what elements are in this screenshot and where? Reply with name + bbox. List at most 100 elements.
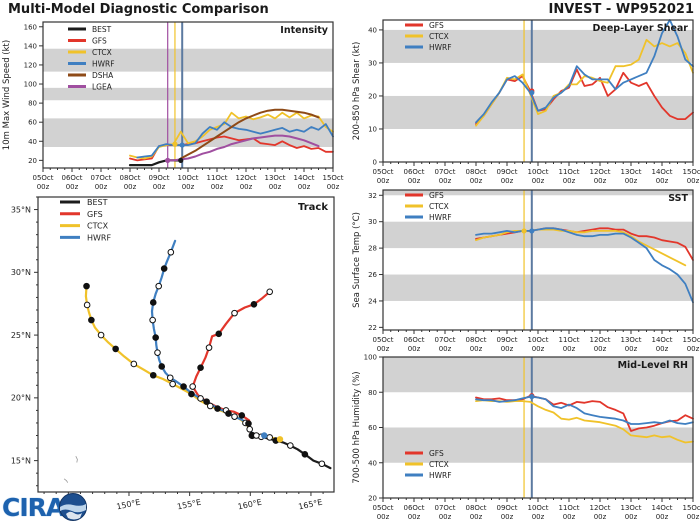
svg-text:12Oct: 12Oct [235,174,256,182]
svg-text:SST: SST [668,193,688,204]
svg-text:05Oct: 05Oct [372,168,393,176]
svg-text:00z: 00z [327,183,340,191]
svg-text:0: 0 [373,159,377,167]
svg-text:HWRF: HWRF [429,213,452,222]
svg-text:09Oct: 09Oct [496,336,517,344]
svg-text:CTCX: CTCX [87,222,109,231]
svg-text:14Oct: 14Oct [651,336,672,344]
svg-text:00z: 00z [240,183,253,191]
storm-id-title: INVEST - WP952021 [548,2,694,17]
svg-text:40: 40 [368,26,377,34]
svg-text:00z: 00z [470,345,483,353]
svg-text:09Oct: 09Oct [496,504,517,512]
svg-text:15Oct: 15Oct [682,336,700,344]
svg-text:20: 20 [28,157,37,165]
svg-text:07Oct: 07Oct [434,336,455,344]
svg-text:11Oct: 11Oct [558,504,579,512]
svg-text:155°E: 155°E [176,498,202,512]
svg-text:00z: 00z [377,345,390,353]
svg-text:00z: 00z [687,177,700,185]
svg-text:00z: 00z [211,183,224,191]
svg-text:00z: 00z [408,177,421,185]
svg-text:12Oct: 12Oct [589,168,610,176]
svg-text:CTCX: CTCX [92,48,112,57]
svg-text:GFS: GFS [429,191,444,200]
svg-text:15Oct: 15Oct [682,504,700,512]
svg-text:11Oct: 11Oct [206,174,227,182]
svg-text:08Oct: 08Oct [119,174,140,182]
svg-text:Deep-Layer Shear: Deep-Layer Shear [593,23,689,34]
svg-text:05Oct: 05Oct [372,336,393,344]
svg-text:00z: 00z [687,513,700,521]
svg-text:00z: 00z [408,345,421,353]
svg-text:00z: 00z [656,177,669,185]
svg-text:80: 80 [28,100,37,108]
svg-text:05Oct: 05Oct [372,504,393,512]
svg-text:GFS: GFS [92,36,107,45]
svg-text:160: 160 [24,23,37,31]
svg-text:80: 80 [368,389,377,397]
svg-text:00z: 00z [377,513,390,521]
svg-text:BEST: BEST [92,25,112,34]
svg-text:09Oct: 09Oct [496,168,517,176]
svg-text:05Oct: 05Oct [32,174,53,182]
svg-text:60: 60 [368,424,377,432]
cira-logo: CIRA [2,492,88,522]
svg-text:GFS: GFS [429,449,444,458]
svg-text:HWRF: HWRF [92,59,115,68]
svg-text:10Oct: 10Oct [527,336,548,344]
svg-text:00z: 00z [532,513,545,521]
svg-text:00z: 00z [439,513,452,521]
deep-layer-shear-panel: 01020304005Oct00z06Oct00z07Oct00z08Oct00… [352,19,700,185]
svg-text:00z: 00z [182,183,195,191]
svg-text:CTCX: CTCX [429,202,449,211]
svg-text:Sea Surface Temp (°C): Sea Surface Temp (°C) [352,212,362,308]
svg-text:25°N: 25°N [11,331,31,340]
svg-text:06Oct: 06Oct [403,168,424,176]
svg-text:06Oct: 06Oct [61,174,82,182]
svg-text:06Oct: 06Oct [403,336,424,344]
svg-text:10m Max Wind Speed (kt): 10m Max Wind Speed (kt) [2,40,12,150]
svg-text:00z: 00z [153,183,166,191]
svg-text:28: 28 [368,245,377,253]
svg-text:HWRF: HWRF [429,43,452,52]
svg-text:00z: 00z [408,513,421,521]
sst-panel: 22242628303205Oct00z06Oct00z07Oct00z08Oc… [352,189,700,353]
svg-text:13Oct: 13Oct [264,174,285,182]
svg-text:11Oct: 11Oct [558,336,579,344]
svg-text:200-850 hPa Shear (kt): 200-850 hPa Shear (kt) [352,42,362,141]
svg-text:00z: 00z [687,345,700,353]
svg-text:GFS: GFS [429,21,444,30]
svg-text:07Oct: 07Oct [434,168,455,176]
svg-text:CTCX: CTCX [429,460,449,469]
svg-text:00z: 00z [470,177,483,185]
svg-text:00z: 00z [532,345,545,353]
svg-text:14Oct: 14Oct [651,168,672,176]
track-panel: 145°E150°E155°E160°E165°E15°N20°N25°N30°… [11,196,335,512]
svg-text:20°N: 20°N [11,394,31,403]
svg-text:00z: 00z [439,345,452,353]
svg-text:00z: 00z [594,177,607,185]
svg-text:00z: 00z [594,513,607,521]
svg-text:00z: 00z [656,513,669,521]
svg-text:CTCX: CTCX [429,32,449,41]
mid-level-rh-panel: 2040608010005Oct00z06Oct00z07Oct00z08Oct… [352,354,700,522]
svg-text:08Oct: 08Oct [465,504,486,512]
svg-text:00z: 00z [501,177,514,185]
svg-text:15°N: 15°N [11,456,31,465]
svg-text:10Oct: 10Oct [527,504,548,512]
svg-text:00z: 00z [563,513,576,521]
svg-text:35°N: 35°N [11,205,31,214]
svg-text:LGEA: LGEA [92,82,113,91]
svg-text:00z: 00z [95,183,108,191]
svg-text:40: 40 [28,138,37,146]
svg-text:00z: 00z [501,513,514,521]
svg-text:00z: 00z [532,177,545,185]
svg-text:10Oct: 10Oct [527,168,548,176]
svg-text:00z: 00z [625,345,638,353]
svg-text:24: 24 [368,297,377,305]
svg-text:08Oct: 08Oct [465,336,486,344]
svg-text:00z: 00z [563,177,576,185]
svg-text:06Oct: 06Oct [403,504,424,512]
svg-text:00z: 00z [470,513,483,521]
